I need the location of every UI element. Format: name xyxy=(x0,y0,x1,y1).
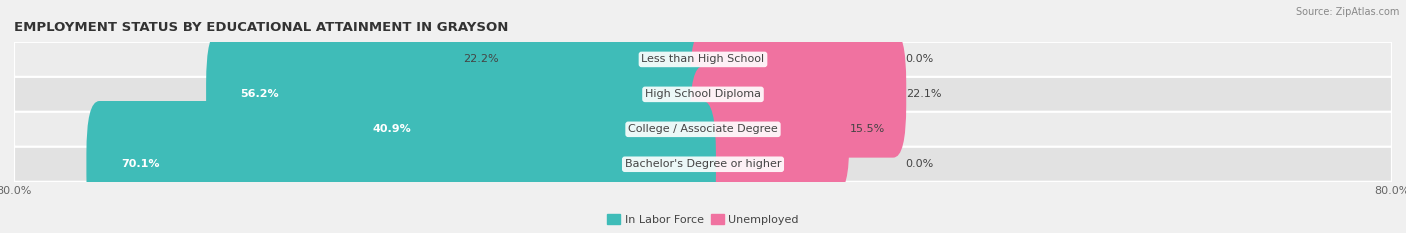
Text: 70.1%: 70.1% xyxy=(121,159,159,169)
Text: 56.2%: 56.2% xyxy=(240,89,280,99)
FancyBboxPatch shape xyxy=(499,0,716,123)
FancyBboxPatch shape xyxy=(14,77,1392,112)
Text: 0.0%: 0.0% xyxy=(905,55,934,64)
Legend: In Labor Force, Unemployed: In Labor Force, Unemployed xyxy=(603,210,803,229)
Text: EMPLOYMENT STATUS BY EDUCATIONAL ATTAINMENT IN GRAYSON: EMPLOYMENT STATUS BY EDUCATIONAL ATTAINM… xyxy=(14,21,509,34)
FancyBboxPatch shape xyxy=(207,31,716,158)
FancyBboxPatch shape xyxy=(14,112,1392,147)
FancyBboxPatch shape xyxy=(14,42,1392,77)
FancyBboxPatch shape xyxy=(690,66,849,192)
Text: 15.5%: 15.5% xyxy=(849,124,884,134)
FancyBboxPatch shape xyxy=(14,147,1392,182)
Text: 40.9%: 40.9% xyxy=(373,124,411,134)
Text: Bachelor's Degree or higher: Bachelor's Degree or higher xyxy=(624,159,782,169)
FancyBboxPatch shape xyxy=(690,31,907,158)
Text: College / Associate Degree: College / Associate Degree xyxy=(628,124,778,134)
Text: High School Diploma: High School Diploma xyxy=(645,89,761,99)
Text: 0.0%: 0.0% xyxy=(905,159,934,169)
Text: Less than High School: Less than High School xyxy=(641,55,765,64)
Text: Source: ZipAtlas.com: Source: ZipAtlas.com xyxy=(1295,7,1399,17)
Text: 22.1%: 22.1% xyxy=(907,89,942,99)
Text: 22.2%: 22.2% xyxy=(463,55,499,64)
FancyBboxPatch shape xyxy=(86,101,716,228)
FancyBboxPatch shape xyxy=(337,66,716,192)
